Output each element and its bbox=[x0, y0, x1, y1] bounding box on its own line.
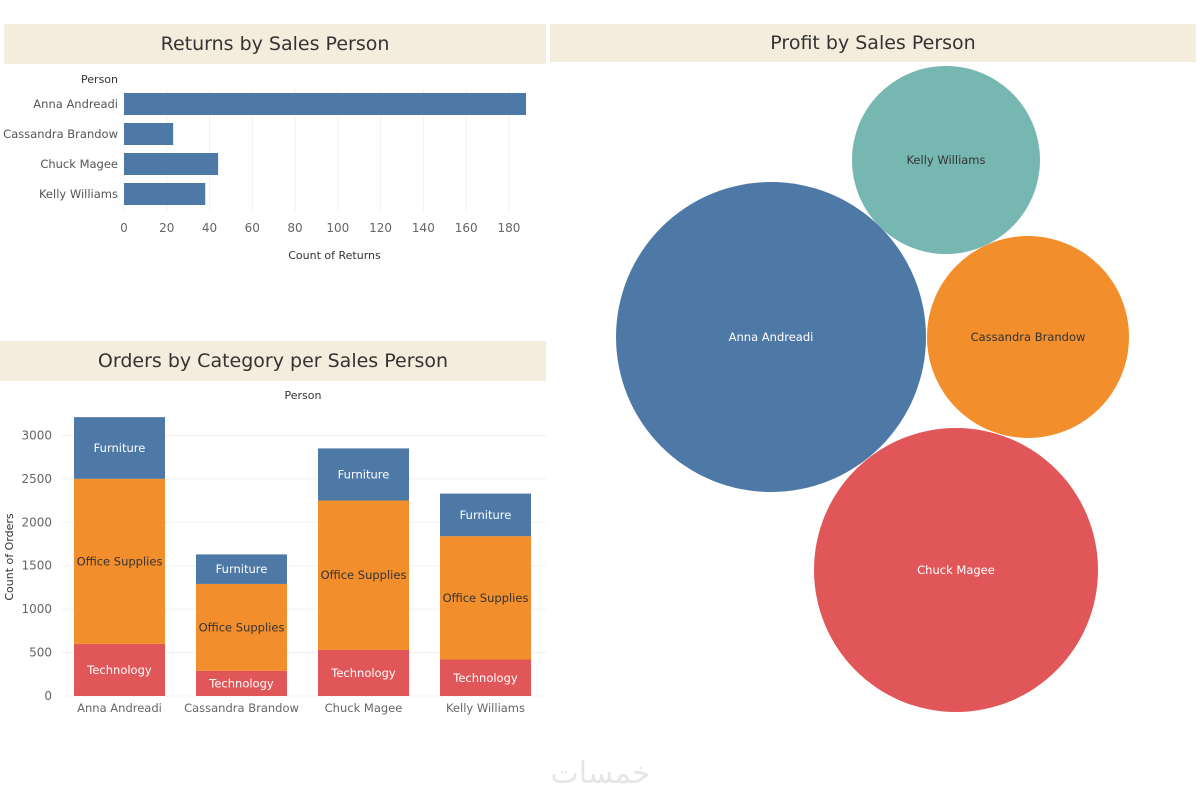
orders-y-tick-label: 2500 bbox=[21, 472, 52, 486]
orders-segment-furniture-cassandra-brandow bbox=[196, 554, 287, 584]
orders-y-tick-label: 3000 bbox=[21, 428, 52, 442]
returns-x-tick-label: 80 bbox=[287, 221, 302, 235]
orders-segment-label: Office Supplies bbox=[199, 620, 285, 634]
profit-chart: Anna Andreadi Chuck Magee Cassandra Brando… bbox=[616, 66, 1129, 712]
orders-segment-office-supplies-cassandra-brandow bbox=[196, 583, 287, 671]
returns-x-tick-label: 140 bbox=[412, 221, 435, 235]
orders-segment-label: Technology bbox=[86, 663, 152, 677]
returns-x-tick-label: 0 bbox=[120, 221, 128, 235]
returns-x-tick-label: 160 bbox=[455, 221, 478, 235]
profit-chart-title: Profit by Sales Person bbox=[550, 24, 1196, 62]
orders-chart: 0 500 1000 1500 2000 2500 3000 Person Count of O… bbox=[3, 389, 546, 715]
orders-segment-label: Office Supplies bbox=[321, 568, 407, 582]
profit-bubble-chuck-magee bbox=[814, 428, 1098, 712]
orders-column-header: Person bbox=[285, 389, 322, 402]
orders-y-tick-label: 1500 bbox=[21, 559, 52, 573]
profit-bubble-kelly-williams bbox=[852, 66, 1040, 254]
returns-chart-title: Returns by Sales Person bbox=[4, 24, 546, 64]
profit-bubble-label: Kelly Williams bbox=[906, 153, 985, 167]
profit-bubble-label: Anna Andreadi bbox=[729, 330, 814, 344]
returns-bar-cassandra-brandow bbox=[124, 123, 174, 145]
orders-segment-technology-chuck-magee bbox=[318, 649, 409, 696]
orders-y-tick-label: 2000 bbox=[21, 515, 52, 529]
orders-segment-label: Furniture bbox=[338, 467, 390, 481]
orders-y-tick-label: 0 bbox=[44, 689, 52, 703]
orders-segment-furniture-chuck-magee bbox=[318, 448, 409, 501]
orders-category-label: Chuck Magee bbox=[325, 701, 403, 715]
returns-row-header: Person bbox=[81, 73, 118, 86]
orders-segment-label: Technology bbox=[330, 666, 396, 680]
returns-bar-chuck-magee bbox=[124, 153, 219, 175]
orders-segment-technology-cassandra-brandow bbox=[196, 670, 287, 696]
profit-bubble-label: Chuck Magee bbox=[917, 563, 995, 577]
orders-segment-label: Technology bbox=[452, 671, 518, 685]
returns-category-label: Cassandra Brandow bbox=[3, 127, 118, 141]
returns-category-label: Anna Andreadi bbox=[33, 97, 118, 111]
orders-category-label: Anna Andreadi bbox=[77, 701, 162, 715]
profit-bubble-cassandra-brandow bbox=[927, 236, 1129, 438]
orders-segment-label: Furniture bbox=[216, 562, 268, 576]
watermark-logo: خمسات bbox=[550, 756, 651, 791]
orders-segment-furniture-kelly-williams bbox=[440, 493, 531, 537]
orders-category-label: Kelly Williams bbox=[446, 701, 525, 715]
returns-x-tick-label: 120 bbox=[369, 221, 392, 235]
returns-x-tick-label: 40 bbox=[202, 221, 217, 235]
orders-segment-label: Technology bbox=[208, 676, 274, 690]
orders-segment-furniture-anna-andreadi bbox=[74, 417, 165, 479]
returns-bar-anna-andreadi bbox=[124, 93, 527, 115]
returns-x-axis-title: Count of Returns bbox=[288, 249, 381, 262]
orders-segment-technology-anna-andreadi bbox=[74, 643, 165, 696]
orders-segment-label: Office Supplies bbox=[443, 591, 529, 605]
orders-chart-title: Orders by Category per Sales Person bbox=[0, 341, 546, 381]
returns-category-label: Kelly Williams bbox=[39, 187, 118, 201]
orders-category-label: Cassandra Brandow bbox=[184, 701, 299, 715]
orders-segment-office-supplies-chuck-magee bbox=[318, 500, 409, 650]
returns-x-tick-label: 180 bbox=[497, 221, 520, 235]
orders-y-tick-label: 1000 bbox=[21, 602, 52, 616]
returns-x-tick-label: 60 bbox=[245, 221, 260, 235]
profit-bubble-anna-andreadi bbox=[616, 182, 926, 492]
orders-y-tick-label: 500 bbox=[29, 646, 52, 660]
profit-bubble-label: Cassandra Brandow bbox=[971, 330, 1086, 344]
orders-segment-office-supplies-kelly-williams bbox=[440, 536, 531, 660]
orders-segment-label: Office Supplies bbox=[77, 554, 163, 568]
returns-chart: 0 20 40 60 80 100 120 140 160 180 Person Anna Andre… bbox=[3, 73, 527, 262]
orders-segment-technology-kelly-williams bbox=[440, 659, 531, 696]
returns-category-label: Chuck Magee bbox=[40, 157, 118, 171]
returns-x-tick-label: 20 bbox=[159, 221, 174, 235]
returns-bar-kelly-williams bbox=[124, 183, 206, 205]
orders-segment-label: Furniture bbox=[94, 441, 146, 455]
returns-x-tick-label: 100 bbox=[326, 221, 349, 235]
orders-segment-office-supplies-anna-andreadi bbox=[74, 478, 165, 644]
orders-segment-label: Furniture bbox=[460, 508, 512, 522]
orders-y-axis-title: Count of Orders bbox=[3, 513, 16, 601]
